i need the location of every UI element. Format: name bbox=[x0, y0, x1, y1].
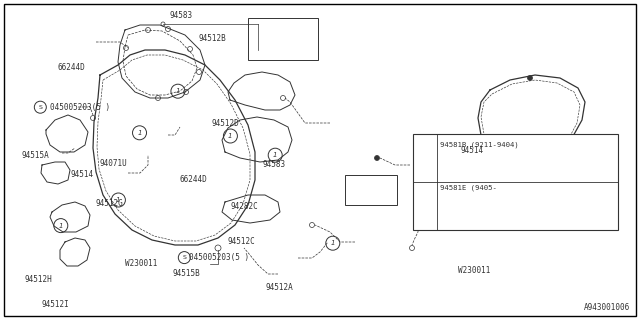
Text: S: S bbox=[182, 255, 186, 260]
Text: 1: 1 bbox=[116, 197, 121, 203]
Bar bbox=[248, 18, 318, 60]
Text: 94514: 94514 bbox=[70, 170, 93, 179]
Text: 045005203(5 ): 045005203(5 ) bbox=[189, 253, 249, 262]
Text: W230011: W230011 bbox=[458, 266, 490, 275]
Text: 94512H: 94512H bbox=[24, 276, 52, 284]
Text: 94512B: 94512B bbox=[198, 34, 226, 43]
Text: 94512D: 94512D bbox=[211, 119, 239, 128]
Text: 1: 1 bbox=[273, 152, 278, 158]
Text: 1: 1 bbox=[330, 240, 335, 246]
Text: 1: 1 bbox=[58, 223, 63, 228]
Text: 94515A: 94515A bbox=[21, 151, 49, 160]
Text: 94583: 94583 bbox=[170, 12, 193, 20]
Text: W230011: W230011 bbox=[125, 260, 157, 268]
Circle shape bbox=[374, 156, 380, 161]
Text: 94581B (9211-9404): 94581B (9211-9404) bbox=[440, 141, 518, 148]
Text: 94512A: 94512A bbox=[266, 284, 293, 292]
Text: S: S bbox=[38, 105, 42, 110]
Text: 94512G: 94512G bbox=[96, 199, 124, 208]
Text: 94581E (9405-: 94581E (9405- bbox=[440, 184, 497, 191]
Bar bbox=[345, 175, 397, 205]
Text: 94515B: 94515B bbox=[173, 269, 200, 278]
Text: 045005203(5 ): 045005203(5 ) bbox=[50, 103, 110, 112]
Text: 94583: 94583 bbox=[262, 160, 285, 169]
Text: 94071U: 94071U bbox=[99, 159, 127, 168]
Bar bbox=[413, 134, 618, 230]
Text: A943001006: A943001006 bbox=[584, 303, 630, 312]
Text: 94282C: 94282C bbox=[230, 202, 258, 211]
Text: 94514: 94514 bbox=[461, 146, 484, 155]
Text: 94512C: 94512C bbox=[227, 237, 255, 246]
Text: 1: 1 bbox=[422, 180, 427, 185]
Text: 1: 1 bbox=[137, 130, 142, 136]
Text: 66244D: 66244D bbox=[179, 175, 207, 184]
Text: 1: 1 bbox=[175, 88, 180, 94]
Text: 94512I: 94512I bbox=[42, 300, 69, 309]
Text: 1: 1 bbox=[228, 133, 233, 139]
Text: 66244D: 66244D bbox=[58, 63, 85, 72]
Circle shape bbox=[527, 76, 532, 81]
